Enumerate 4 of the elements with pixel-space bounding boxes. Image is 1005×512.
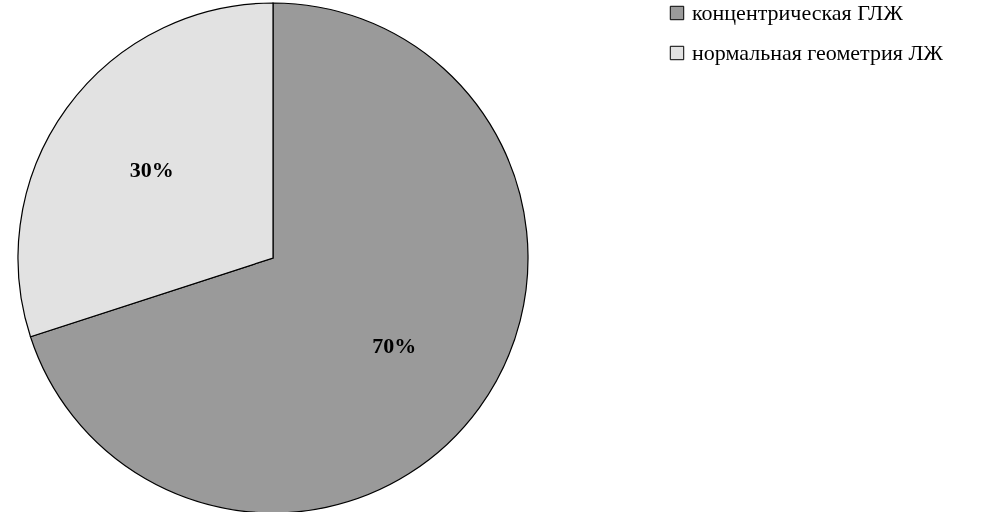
data-label: 70% bbox=[372, 333, 417, 359]
legend-label: концентрическая ГЛЖ bbox=[692, 0, 904, 25]
legend-label: нормальная геометрия ЛЖ bbox=[692, 40, 944, 65]
data-label: 30% bbox=[129, 156, 174, 182]
